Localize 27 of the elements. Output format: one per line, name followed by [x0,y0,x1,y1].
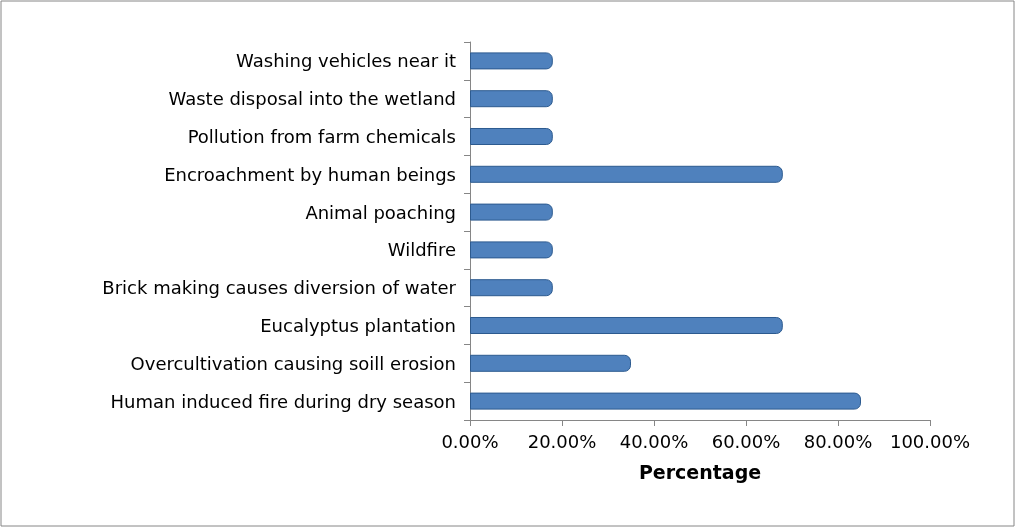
x-tick-label: 80.00% [803,430,873,452]
y-tick-label: Pollution from farm chemicals [187,126,456,147]
bar [470,317,783,335]
bar [470,90,553,108]
bar [470,165,783,183]
y-tick-label: Human induced fire during dry season [110,390,456,412]
x-tick-label: 60.00% [711,430,781,452]
bar [470,128,553,146]
y-tick-label: Overcultivation causing soill erosion [130,352,456,374]
y-tick-label: Animal poaching [305,201,456,223]
bar [470,279,553,297]
bar [470,392,861,410]
y-tick-label: Encroachment by human beings [164,163,456,185]
y-tick-label: Wildfire [387,239,456,261]
bar [470,203,553,221]
x-tick-label: 100.00% [889,430,971,452]
y-tick-label: Brick making causes diversion of water [102,277,457,299]
bar [470,354,631,372]
y-tick-label: Eucalyptus plantation [260,315,456,336]
x-tick-label: 20.00% [527,430,597,452]
x-axis-title: Percentage [638,460,762,483]
y-tick-label: Waste disposal into the wetland [168,88,456,110]
y-tick-label: Washing vehicles near it [236,50,456,72]
x-tick-label: 0.00% [441,430,499,452]
bar [470,52,553,70]
bar [470,241,553,259]
x-tick-label: 40.00% [619,430,689,452]
